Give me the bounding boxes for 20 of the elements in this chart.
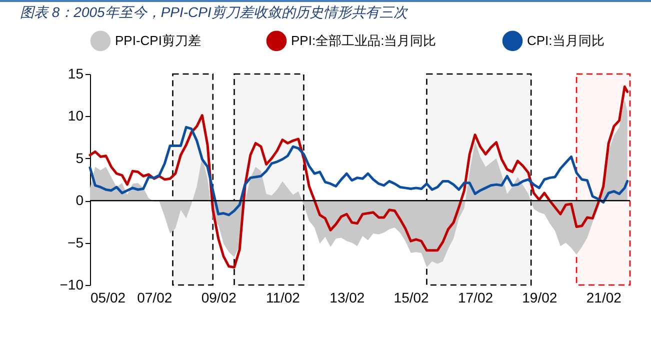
y-tick-label: −5 [68,234,84,250]
x-tick-label: 21/02 [586,290,622,306]
y-tick-label: 0 [76,192,84,208]
y-tick-label: 10 [68,108,84,124]
legend-label: CPI:当月同比 [527,32,604,48]
line-series [88,126,629,216]
x-tick-label: 19/02 [522,290,558,306]
x-tick-label: 15/02 [394,290,430,306]
x-tick-label: 07/02 [137,290,172,306]
legend-label: PPI:全部工业品:当月同比 [291,32,436,48]
x-tick-label: 11/02 [266,290,300,306]
chart-title: 图表 8：2005年至今，PPI-CPI剪刀差收敛的历史情形共有三次 [20,4,408,20]
legend-label: PPI-CPI剪刀差 [115,32,201,48]
x-tick-label: 09/02 [201,290,237,306]
y-tick-label: −10 [60,276,84,292]
x-tick-label: 13/02 [330,290,365,306]
y-tick-label: 15 [68,66,84,82]
x-tick-label: 05/02 [90,290,126,306]
y-tick-label: 5 [76,150,84,166]
x-tick-label: 17/02 [458,290,494,306]
